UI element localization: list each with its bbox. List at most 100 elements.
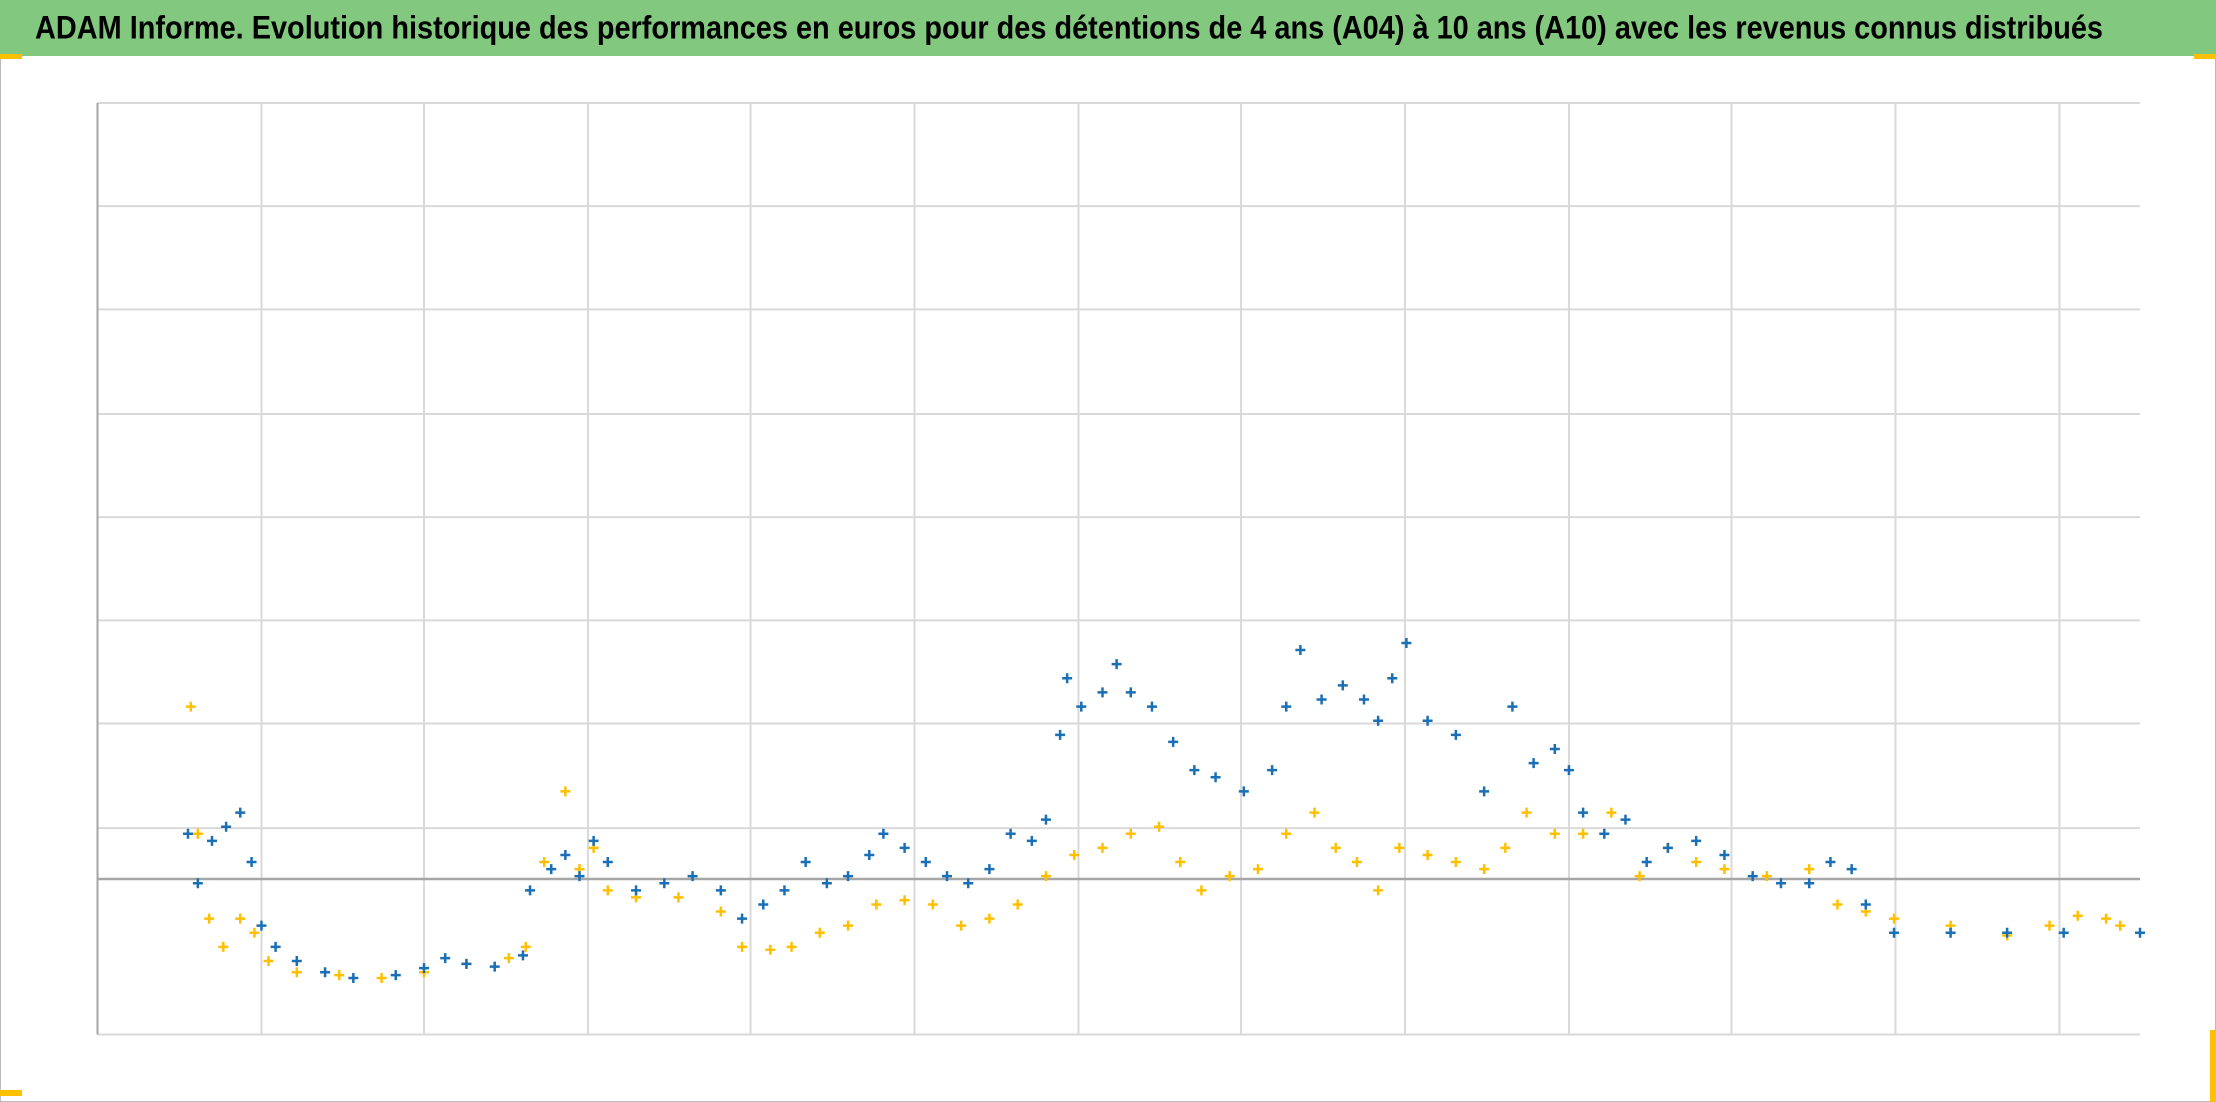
point (1026, 835, 1037, 846)
point (235, 807, 246, 818)
point (1040, 814, 1051, 825)
point (1351, 857, 1362, 868)
point (1154, 821, 1165, 832)
point (1252, 864, 1263, 875)
point (1125, 687, 1136, 698)
point (1422, 849, 1433, 860)
point (1761, 871, 1772, 882)
point (1295, 645, 1306, 656)
point (1507, 701, 1518, 712)
point (1076, 701, 1087, 712)
point (291, 967, 302, 978)
point (864, 849, 875, 860)
point (1563, 765, 1574, 776)
point (687, 871, 698, 882)
point (182, 828, 193, 839)
point (821, 878, 832, 889)
point (1373, 885, 1384, 896)
point (2101, 913, 2112, 924)
point (2002, 927, 2013, 938)
point (206, 835, 217, 846)
point (602, 885, 613, 896)
point (1606, 807, 1617, 818)
point (1804, 878, 1815, 889)
point (871, 899, 882, 910)
point (1450, 857, 1461, 868)
point (2135, 927, 2145, 938)
point (1599, 828, 1610, 839)
corner (0, 1090, 22, 1096)
point (1146, 701, 1157, 712)
point (256, 920, 267, 931)
point (221, 821, 232, 832)
point (1641, 857, 1652, 868)
point (1634, 871, 1645, 882)
point (715, 906, 726, 917)
point (1747, 871, 1758, 882)
point (1549, 828, 1560, 839)
point (1549, 743, 1560, 754)
point (715, 885, 726, 896)
point (1005, 828, 1016, 839)
point (1358, 694, 1369, 705)
point (1422, 715, 1433, 726)
point (814, 927, 825, 938)
point (1662, 842, 1673, 853)
point (1691, 835, 1702, 846)
point (1500, 842, 1511, 853)
point (1224, 871, 1235, 882)
point (1719, 864, 1730, 875)
point (631, 885, 642, 896)
point (602, 857, 613, 868)
point (963, 878, 974, 889)
point (1691, 857, 1702, 868)
point (1175, 857, 1186, 868)
point (1860, 899, 1871, 910)
point (1373, 715, 1384, 726)
point (1337, 680, 1348, 691)
point (1210, 772, 1221, 783)
point (1401, 637, 1412, 648)
point (2115, 920, 2126, 931)
point (588, 835, 599, 846)
point (1620, 814, 1631, 825)
point (1719, 849, 1730, 860)
point (1267, 765, 1278, 776)
point (1196, 885, 1207, 896)
point (1097, 687, 1108, 698)
point (779, 885, 790, 896)
point (461, 958, 472, 969)
point (1055, 729, 1066, 740)
point (1578, 828, 1589, 839)
point (2044, 920, 2055, 931)
point (204, 913, 215, 924)
point (419, 963, 430, 974)
point (1450, 729, 1461, 740)
point (1889, 927, 1900, 938)
point (843, 920, 854, 931)
point (1846, 864, 1857, 875)
point (440, 953, 451, 964)
point (1097, 842, 1108, 853)
point (765, 944, 776, 955)
point (899, 895, 910, 906)
point (920, 857, 931, 868)
point (1825, 857, 1836, 868)
point (185, 701, 196, 712)
point (520, 941, 531, 952)
point (218, 941, 229, 952)
chart-title: ADAM Informe. Evolution historique des p… (35, 9, 2103, 45)
point (1330, 842, 1341, 853)
point (525, 885, 536, 896)
point (517, 950, 528, 961)
point (1479, 786, 1490, 797)
point (1309, 807, 1320, 818)
point (2072, 910, 2083, 921)
point (2058, 927, 2069, 938)
point (291, 955, 302, 966)
point (1479, 864, 1490, 875)
point (263, 955, 274, 966)
point (1528, 758, 1539, 769)
point (786, 941, 797, 952)
point (1804, 864, 1815, 875)
